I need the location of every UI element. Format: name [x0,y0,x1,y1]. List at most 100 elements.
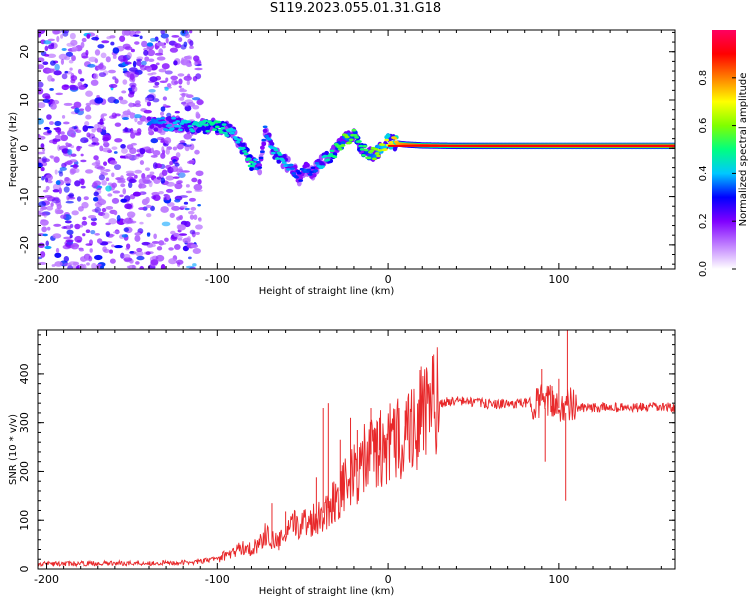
noise-cell [158,190,164,195]
noise-cell [79,78,85,82]
noise-cell [131,86,138,93]
noise-cell [189,143,195,151]
noise-cell [122,68,128,72]
ridge-cell [179,122,185,125]
noise-cell [61,148,70,154]
ridge-cell [320,165,325,168]
noise-cell [175,152,181,158]
ridge-cell [362,144,368,148]
noise-cell [72,164,78,169]
noise-cell [42,189,49,193]
y-tick-label: 10 [18,93,31,107]
noise-cell [42,233,48,237]
noise-cell [102,137,110,142]
ridge-cell [384,138,390,142]
y-tick-label: 400 [18,363,31,384]
noise-cell [104,169,111,172]
noise-cell [107,193,113,197]
ridge-cell [240,142,246,147]
ridge-cell [269,141,275,147]
noise-cell [38,81,44,88]
ridge-cell [376,154,381,158]
ridge-cell [221,123,227,126]
noise-cell [156,42,165,47]
noise-cell [195,170,204,177]
noise-cell [151,195,157,200]
noise-cell [119,35,126,43]
ridge-cell [310,166,316,170]
noise-cell [52,189,60,193]
noise-cell [128,102,134,108]
noise-cell [45,240,49,247]
noise-cell [145,251,151,255]
noise-cell [112,47,120,54]
noise-cell [179,205,188,209]
noise-cell [138,183,143,189]
ridge-cell [340,144,346,147]
noise-cell [79,108,85,112]
noise-cell [77,68,82,75]
noise-cell [90,79,99,86]
noise-cell [85,114,92,120]
noise-cell [146,232,151,237]
ridge-cell [157,123,163,128]
noise-cell [194,149,200,155]
ridge-cell [294,175,299,179]
noise-cell [55,134,62,140]
noise-cell [53,223,62,227]
ridge-cell [275,157,280,160]
noise-cell [184,33,190,39]
noise-cell [132,191,141,197]
ridge-cell [273,148,279,152]
noise-cell [156,176,162,180]
ridge-cell [328,152,334,156]
noise-cell [38,64,45,70]
noise-cell [129,73,135,80]
noise-cell [179,140,186,144]
noise-cell [154,52,164,56]
noise-cell [150,155,158,158]
noise-cell [160,33,169,39]
noise-cell [165,175,175,181]
noise-cell [94,49,101,56]
noise-cell [172,146,178,151]
noise-cell [60,214,67,219]
noise-cell [198,217,202,222]
noise-cell [120,144,126,149]
ridge-cell [305,162,310,168]
noise-cell [119,99,128,105]
noise-cell [114,122,122,127]
ridge-cell [324,150,330,156]
ridge-cell [313,169,319,173]
ridge-cell [351,128,357,132]
noise-cell [174,198,181,203]
noise-cell [39,251,46,258]
ridge-cell [320,162,325,167]
noise-cell [71,46,78,52]
ridge-cell [270,151,276,155]
ridge-cell [227,129,233,133]
noise-cell [133,114,142,119]
noise-cell [165,164,172,170]
ridge-cell [311,172,317,178]
snr-panel: -200 -100 0 100 0 100 200 300 400 Height of strai… [8,329,676,597]
noise-cell [136,255,145,261]
noise-cell [80,137,89,144]
noise-cell [81,201,89,209]
noise-cell [79,248,84,252]
noise-cell [84,121,90,127]
noise-cell [135,261,140,265]
noise-cell [74,235,83,243]
noise-cell [53,127,61,131]
ridge-cell [306,168,312,172]
noise-cell [149,76,158,83]
noise-cell [90,221,97,226]
noise-cell [122,128,132,133]
noise-cell [81,220,88,226]
noise-cell [112,231,121,234]
noise-cell [148,180,153,188]
noise-cell [111,146,118,150]
noise-cell [78,224,84,228]
noise-cell [59,131,65,135]
noise-cell [45,185,50,191]
